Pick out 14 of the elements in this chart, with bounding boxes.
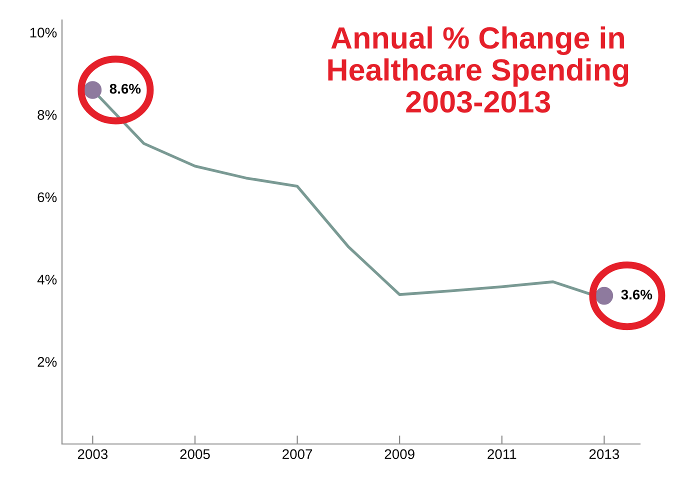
x-tick-label: 2003 — [78, 449, 108, 460]
data-label: 3.6% — [621, 290, 652, 300]
x-tick-label: 2011 — [488, 449, 516, 460]
y-tick-label: 6% — [38, 192, 57, 202]
x-tick-label: 2013 — [589, 449, 620, 460]
x-tick-label: 2005 — [180, 449, 210, 460]
y-tick-label: 10% — [30, 28, 57, 38]
y-tick-label: 8% — [38, 110, 57, 120]
x-tick-label: 2007 — [282, 449, 312, 460]
y-tick-label: 4% — [37, 274, 57, 284]
text: Annual % Change in Healthcare Spending 2003-2013 — [328, 26, 628, 113]
x-tick-label: 2009 — [384, 449, 414, 460]
y-tick-label: 2% — [38, 357, 57, 367]
data-label: 8.6% — [110, 84, 141, 94]
